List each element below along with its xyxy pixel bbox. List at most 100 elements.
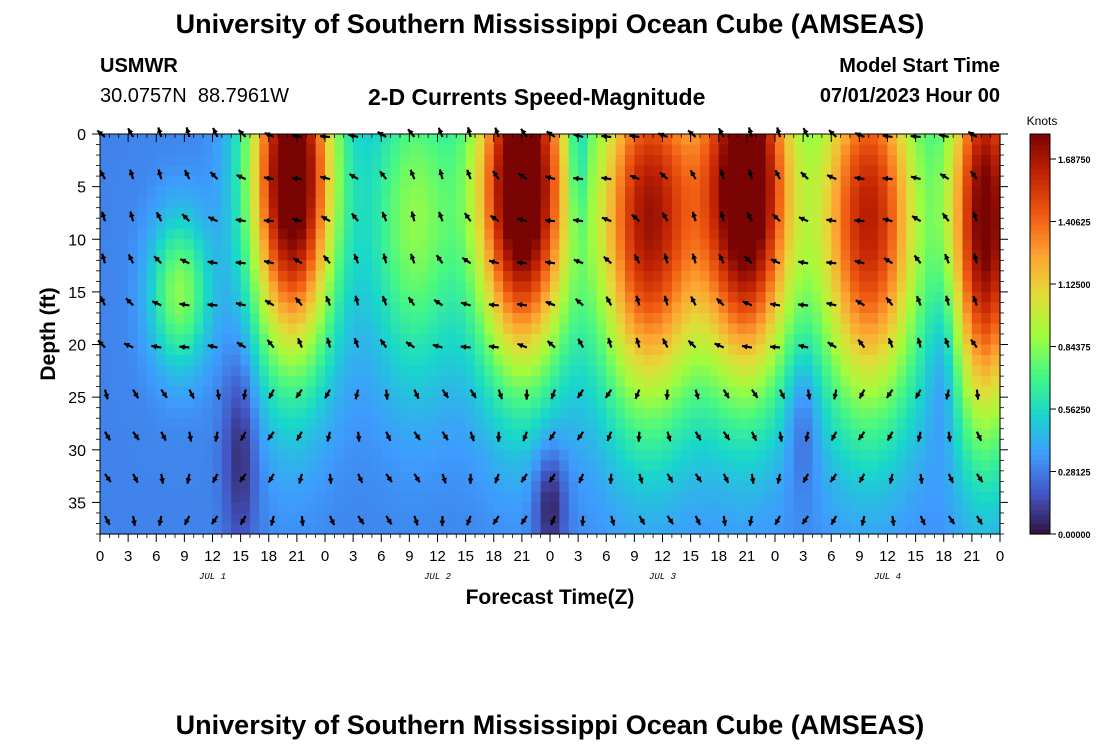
heatmap-cell	[578, 323, 589, 335]
heatmap-cell	[475, 144, 485, 156]
heatmap-cell	[306, 281, 317, 293]
heatmap-cell	[850, 197, 860, 209]
heatmap-cell	[503, 134, 514, 146]
heatmap-cell	[540, 439, 551, 451]
arrow-head	[690, 296, 697, 303]
heatmap-cell	[821, 470, 832, 482]
heatmap-cell	[362, 176, 373, 188]
colorbar: Knots0.000000.281250.562500.843751.12500…	[1027, 114, 1091, 540]
heatmap-cell	[700, 344, 710, 356]
heatmap-cell	[531, 502, 542, 514]
heatmap-cell	[287, 323, 298, 335]
heatmap-cell	[212, 197, 223, 209]
heatmap-cell	[100, 239, 110, 251]
heatmap-cell	[850, 355, 860, 367]
heatmap-cell	[887, 355, 898, 367]
heatmap-cell	[268, 249, 279, 261]
heatmap-cell	[784, 418, 795, 430]
heatmap-cell	[615, 291, 626, 304]
heatmap-cell	[625, 155, 635, 167]
heatmap-cell	[615, 165, 626, 177]
heatmap-cell	[671, 460, 682, 472]
heatmap-cell	[915, 481, 926, 493]
heatmap-cell	[540, 523, 551, 535]
heatmap-cell	[521, 134, 532, 146]
heatmap-cell	[184, 197, 195, 209]
heatmap-cell	[746, 228, 757, 240]
arrow-head	[380, 339, 386, 346]
heatmap-cell	[296, 228, 307, 240]
heatmap-cell	[240, 407, 251, 419]
heatmap-cell	[240, 428, 251, 440]
arrow-head	[831, 434, 837, 441]
current-arrow	[888, 473, 895, 484]
heatmap-cell	[831, 228, 842, 240]
heatmap-cell	[765, 355, 776, 367]
heatmap-cell	[296, 355, 307, 367]
current-arrow	[913, 254, 922, 264]
heatmap-cell	[690, 144, 701, 156]
arrow-head	[182, 214, 189, 220]
heatmap-cell	[259, 470, 270, 482]
heatmap-cell	[653, 460, 664, 472]
heatmap-cell	[728, 365, 739, 377]
heatmap-cell	[306, 523, 317, 535]
heatmap-cell	[165, 512, 176, 525]
heatmap-cell	[231, 523, 242, 535]
heatmap-cell	[653, 428, 664, 440]
heatmap-cell	[728, 344, 739, 356]
heatmap-cell	[578, 523, 589, 535]
arrow-head	[157, 127, 163, 134]
heatmap-cell	[240, 144, 251, 156]
current-arrow	[466, 127, 473, 138]
heatmap-cell	[250, 323, 260, 335]
heatmap-cell	[868, 449, 879, 461]
x-tick-label: 3	[799, 548, 807, 565]
heatmap-cell	[362, 144, 373, 156]
heatmap-cell	[840, 418, 851, 430]
heatmap-cell	[756, 397, 767, 409]
heatmap-cell	[859, 397, 870, 409]
arrow-head	[152, 300, 159, 307]
heatmap-cell	[231, 334, 242, 346]
heatmap-cell	[250, 207, 260, 219]
heatmap-cell	[343, 218, 354, 230]
heatmap-cell	[690, 365, 701, 377]
current-arrow	[157, 169, 163, 180]
heatmap-cell	[681, 249, 692, 261]
heatmap-cell	[634, 281, 645, 293]
heatmap-cell	[362, 134, 373, 146]
heatmap-cell	[943, 281, 954, 293]
arrow-head	[128, 128, 134, 135]
heatmap-cell	[343, 449, 354, 461]
current-arrow	[104, 515, 111, 526]
heatmap-cell	[709, 291, 720, 304]
heatmap-cell	[953, 512, 964, 525]
x-tick-label: 9	[405, 548, 413, 565]
heatmap-cell	[990, 228, 1001, 240]
heatmap-cell	[343, 334, 354, 346]
current-arrow	[267, 473, 275, 484]
current-arrow	[326, 431, 332, 442]
heatmap-cell	[484, 386, 495, 398]
heatmap-cell	[868, 186, 879, 198]
heatmap-cell	[775, 491, 785, 504]
heatmap-cell	[128, 323, 139, 335]
heatmap-cell	[493, 228, 504, 240]
heatmap-cell	[868, 134, 879, 146]
heatmap-cell	[906, 323, 917, 335]
heatmap-cell	[381, 270, 392, 282]
arrow-head	[635, 337, 641, 344]
heatmap-cell	[540, 323, 551, 335]
arrow-head	[296, 434, 303, 441]
current-arrow	[320, 175, 331, 181]
heatmap-cell	[587, 344, 598, 356]
heatmap-cell	[756, 176, 767, 188]
heatmap-cell	[428, 281, 439, 293]
heatmap-cell	[578, 197, 589, 209]
heatmap-cell	[156, 460, 167, 472]
heatmap-cell	[775, 239, 785, 251]
heatmap-cell	[409, 481, 420, 493]
heatmap-cell	[315, 165, 326, 177]
heatmap-cell	[793, 449, 804, 461]
